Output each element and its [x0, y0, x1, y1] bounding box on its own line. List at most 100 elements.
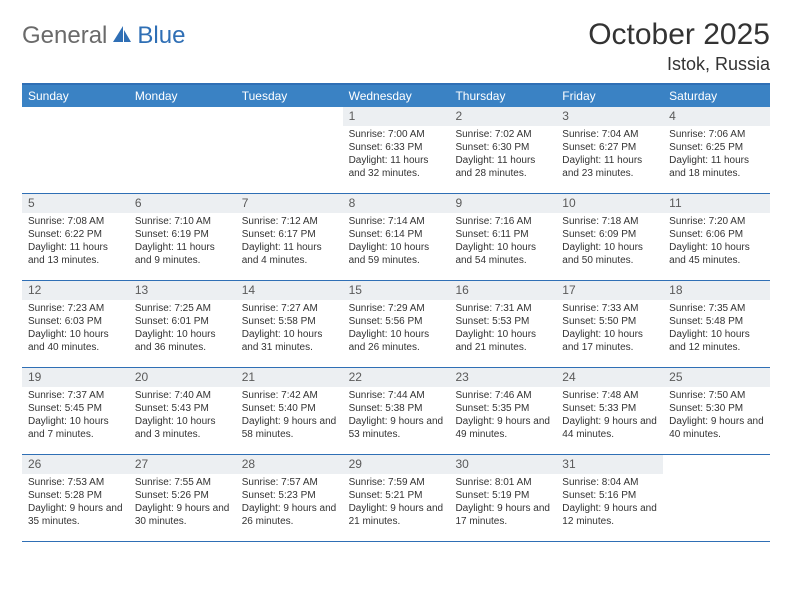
daylight-text: Daylight: 10 hours and 50 minutes. — [562, 241, 657, 267]
day-number: 6 — [129, 194, 236, 213]
week-row: 1Sunrise: 7:00 AMSunset: 6:33 PMDaylight… — [22, 107, 770, 194]
day-details: Sunrise: 7:16 AMSunset: 6:11 PMDaylight:… — [449, 213, 556, 271]
day-number: 4 — [663, 107, 770, 126]
day-cell: 5Sunrise: 7:08 AMSunset: 6:22 PMDaylight… — [22, 194, 129, 280]
daylight-text: Daylight: 10 hours and 54 minutes. — [455, 241, 550, 267]
sunrise-text: Sunrise: 7:10 AM — [135, 215, 230, 228]
day-number: 13 — [129, 281, 236, 300]
day-number: 19 — [22, 368, 129, 387]
sunset-text: Sunset: 5:45 PM — [28, 402, 123, 415]
day-number: 8 — [343, 194, 450, 213]
week-row: 26Sunrise: 7:53 AMSunset: 5:28 PMDayligh… — [22, 455, 770, 542]
day-details: Sunrise: 7:12 AMSunset: 6:17 PMDaylight:… — [236, 213, 343, 271]
sunrise-text: Sunrise: 7:53 AM — [28, 476, 123, 489]
sunrise-text: Sunrise: 7:29 AM — [349, 302, 444, 315]
day-details: Sunrise: 7:08 AMSunset: 6:22 PMDaylight:… — [22, 213, 129, 271]
day-details: Sunrise: 7:37 AMSunset: 5:45 PMDaylight:… — [22, 387, 129, 445]
daylight-text: Daylight: 10 hours and 59 minutes. — [349, 241, 444, 267]
daylight-text: Daylight: 11 hours and 4 minutes. — [242, 241, 337, 267]
day-number: 25 — [663, 368, 770, 387]
sunset-text: Sunset: 6:14 PM — [349, 228, 444, 241]
location-label: Istok, Russia — [588, 54, 770, 75]
day-number: 9 — [449, 194, 556, 213]
day-details: Sunrise: 7:57 AMSunset: 5:23 PMDaylight:… — [236, 474, 343, 532]
day-number: 15 — [343, 281, 450, 300]
sunset-text: Sunset: 6:33 PM — [349, 141, 444, 154]
day-number: 24 — [556, 368, 663, 387]
day-cell: 27Sunrise: 7:55 AMSunset: 5:26 PMDayligh… — [129, 455, 236, 541]
day-number: 30 — [449, 455, 556, 474]
day-number: 17 — [556, 281, 663, 300]
daylight-text: Daylight: 9 hours and 21 minutes. — [349, 502, 444, 528]
daylight-text: Daylight: 11 hours and 18 minutes. — [669, 154, 764, 180]
week-row: 5Sunrise: 7:08 AMSunset: 6:22 PMDaylight… — [22, 194, 770, 281]
sunrise-text: Sunrise: 7:59 AM — [349, 476, 444, 489]
weekday-header: Monday — [129, 85, 236, 107]
day-cell: 1Sunrise: 7:00 AMSunset: 6:33 PMDaylight… — [343, 107, 450, 193]
day-cell: 4Sunrise: 7:06 AMSunset: 6:25 PMDaylight… — [663, 107, 770, 193]
sunrise-text: Sunrise: 7:20 AM — [669, 215, 764, 228]
sunrise-text: Sunrise: 7:48 AM — [562, 389, 657, 402]
daylight-text: Daylight: 9 hours and 53 minutes. — [349, 415, 444, 441]
weekday-header: Thursday — [449, 85, 556, 107]
sunset-text: Sunset: 5:16 PM — [562, 489, 657, 502]
sunrise-text: Sunrise: 7:27 AM — [242, 302, 337, 315]
daylight-text: Daylight: 9 hours and 49 minutes. — [455, 415, 550, 441]
sunset-text: Sunset: 6:30 PM — [455, 141, 550, 154]
daylight-text: Daylight: 11 hours and 13 minutes. — [28, 241, 123, 267]
day-cell: 9Sunrise: 7:16 AMSunset: 6:11 PMDaylight… — [449, 194, 556, 280]
day-details: Sunrise: 7:44 AMSunset: 5:38 PMDaylight:… — [343, 387, 450, 445]
day-cell: 25Sunrise: 7:50 AMSunset: 5:30 PMDayligh… — [663, 368, 770, 454]
sunset-text: Sunset: 5:43 PM — [135, 402, 230, 415]
day-cell: 28Sunrise: 7:57 AMSunset: 5:23 PMDayligh… — [236, 455, 343, 541]
logo-blue-text: Blue — [137, 22, 185, 50]
day-number: 29 — [343, 455, 450, 474]
daylight-text: Daylight: 10 hours and 3 minutes. — [135, 415, 230, 441]
day-details: Sunrise: 7:27 AMSunset: 5:58 PMDaylight:… — [236, 300, 343, 358]
sunset-text: Sunset: 5:48 PM — [669, 315, 764, 328]
day-details: Sunrise: 7:59 AMSunset: 5:21 PMDaylight:… — [343, 474, 450, 532]
day-cell: 16Sunrise: 7:31 AMSunset: 5:53 PMDayligh… — [449, 281, 556, 367]
sunset-text: Sunset: 5:40 PM — [242, 402, 337, 415]
daylight-text: Daylight: 10 hours and 26 minutes. — [349, 328, 444, 354]
day-details: Sunrise: 7:46 AMSunset: 5:35 PMDaylight:… — [449, 387, 556, 445]
sunset-text: Sunset: 5:50 PM — [562, 315, 657, 328]
day-cell: 13Sunrise: 7:25 AMSunset: 6:01 PMDayligh… — [129, 281, 236, 367]
day-cell: 7Sunrise: 7:12 AMSunset: 6:17 PMDaylight… — [236, 194, 343, 280]
daylight-text: Daylight: 10 hours and 45 minutes. — [669, 241, 764, 267]
day-number: 22 — [343, 368, 450, 387]
day-number — [663, 455, 770, 459]
day-cell: 31Sunrise: 8:04 AMSunset: 5:16 PMDayligh… — [556, 455, 663, 541]
sunrise-text: Sunrise: 7:37 AM — [28, 389, 123, 402]
sunrise-text: Sunrise: 7:55 AM — [135, 476, 230, 489]
day-number: 1 — [343, 107, 450, 126]
daylight-text: Daylight: 10 hours and 21 minutes. — [455, 328, 550, 354]
sunset-text: Sunset: 6:09 PM — [562, 228, 657, 241]
day-details: Sunrise: 7:20 AMSunset: 6:06 PMDaylight:… — [663, 213, 770, 271]
day-details: Sunrise: 7:06 AMSunset: 6:25 PMDaylight:… — [663, 126, 770, 184]
day-details: Sunrise: 7:50 AMSunset: 5:30 PMDaylight:… — [663, 387, 770, 445]
daylight-text: Daylight: 10 hours and 12 minutes. — [669, 328, 764, 354]
day-cell: 14Sunrise: 7:27 AMSunset: 5:58 PMDayligh… — [236, 281, 343, 367]
day-details: Sunrise: 7:53 AMSunset: 5:28 PMDaylight:… — [22, 474, 129, 532]
day-number: 10 — [556, 194, 663, 213]
sunrise-text: Sunrise: 7:14 AM — [349, 215, 444, 228]
weekday-header-row: Sunday Monday Tuesday Wednesday Thursday… — [22, 85, 770, 107]
day-number — [22, 107, 129, 111]
day-cell — [236, 107, 343, 193]
sunset-text: Sunset: 6:27 PM — [562, 141, 657, 154]
sunrise-text: Sunrise: 7:35 AM — [669, 302, 764, 315]
day-number: 26 — [22, 455, 129, 474]
day-cell — [22, 107, 129, 193]
sunset-text: Sunset: 6:11 PM — [455, 228, 550, 241]
daylight-text: Daylight: 10 hours and 40 minutes. — [28, 328, 123, 354]
day-number: 31 — [556, 455, 663, 474]
daylight-text: Daylight: 11 hours and 9 minutes. — [135, 241, 230, 267]
sunrise-text: Sunrise: 7:23 AM — [28, 302, 123, 315]
sunset-text: Sunset: 6:01 PM — [135, 315, 230, 328]
day-details: Sunrise: 7:02 AMSunset: 6:30 PMDaylight:… — [449, 126, 556, 184]
daylight-text: Daylight: 10 hours and 7 minutes. — [28, 415, 123, 441]
day-cell: 2Sunrise: 7:02 AMSunset: 6:30 PMDaylight… — [449, 107, 556, 193]
day-cell: 26Sunrise: 7:53 AMSunset: 5:28 PMDayligh… — [22, 455, 129, 541]
day-details: Sunrise: 8:01 AMSunset: 5:19 PMDaylight:… — [449, 474, 556, 532]
